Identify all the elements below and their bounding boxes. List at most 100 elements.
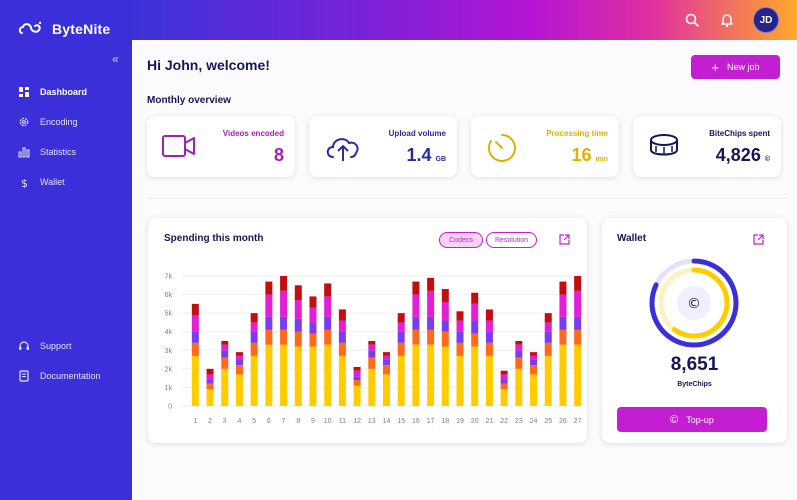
bar-segment[interactable] (191, 355, 199, 406)
bar-segment[interactable] (471, 303, 479, 321)
bar-segment[interactable] (221, 344, 229, 351)
bar-segment[interactable] (235, 359, 243, 366)
bar-segment[interactable] (397, 331, 405, 343)
bar-segment[interactable] (324, 344, 332, 406)
bar-segment[interactable] (530, 352, 538, 356)
bar-segment[interactable] (427, 344, 435, 406)
bar-segment[interactable] (338, 331, 346, 343)
bar-segment[interactable] (206, 383, 214, 390)
bar-segment[interactable] (191, 303, 199, 315)
bar-segment[interactable] (294, 300, 302, 319)
bar-segment[interactable] (397, 342, 405, 356)
bar-segment[interactable] (574, 290, 582, 317)
bar-segment[interactable] (265, 316, 273, 330)
bar-segment[interactable] (544, 342, 552, 356)
bar-segment[interactable] (471, 320, 479, 334)
bar-segment[interactable] (383, 359, 390, 366)
bar-segment[interactable] (412, 281, 420, 295)
bar-segment[interactable] (206, 380, 214, 384)
bar-segment[interactable] (530, 355, 538, 360)
bar-segment[interactable] (500, 370, 508, 375)
bar-segment[interactable] (206, 374, 214, 380)
sidebar-item-documentation[interactable]: Documentation (18, 370, 101, 382)
bar-segment[interactable] (235, 365, 243, 375)
bar-segment[interactable] (485, 342, 493, 356)
bar-segment[interactable] (530, 359, 538, 366)
bar-segment[interactable] (206, 368, 214, 375)
bar-segment[interactable] (353, 367, 361, 371)
bar-segment[interactable] (456, 342, 464, 356)
bar-segment[interactable] (530, 374, 538, 406)
bar-segment[interactable] (383, 352, 390, 356)
bar-segment[interactable] (485, 331, 493, 343)
bar-segment[interactable] (324, 283, 332, 297)
bar-segment[interactable] (500, 383, 508, 390)
bar-segment[interactable] (338, 320, 346, 332)
bar-segment[interactable] (383, 374, 390, 406)
bar-segment[interactable] (383, 355, 390, 360)
bar-segment[interactable] (397, 355, 405, 406)
bar-segment[interactable] (265, 281, 273, 295)
bar-segment[interactable] (265, 294, 273, 317)
bar-segment[interactable] (221, 368, 229, 406)
bar-segment[interactable] (485, 355, 493, 406)
bar-segment[interactable] (544, 322, 552, 332)
bar-segment[interactable] (574, 344, 582, 406)
bar-segment[interactable] (441, 320, 449, 332)
bar-segment[interactable] (309, 296, 317, 308)
collapse-sidebar-icon[interactable]: « (112, 52, 119, 66)
bar-segment[interactable] (280, 329, 288, 345)
bar-segment[interactable] (471, 333, 479, 347)
bar-segment[interactable] (294, 346, 302, 406)
bar-segment[interactable] (456, 320, 464, 332)
sidebar-item-dashboard[interactable]: Dashboard (18, 86, 87, 98)
bar-segment[interactable] (191, 331, 199, 343)
bar-segment[interactable] (412, 344, 420, 406)
bar-segment[interactable] (397, 322, 405, 332)
bar-segment[interactable] (544, 313, 552, 323)
bar-segment[interactable] (441, 289, 449, 302)
sidebar-item-support[interactable]: Support (18, 340, 72, 352)
bar-segment[interactable] (515, 341, 523, 345)
bar-segment[interactable] (191, 315, 199, 332)
bar-segment[interactable] (456, 355, 464, 406)
sidebar-item-statistics[interactable]: Statistics (18, 146, 76, 158)
bar-segment[interactable] (471, 292, 479, 304)
new-job-button[interactable]: + New job (691, 55, 780, 79)
bar-segment[interactable] (574, 329, 582, 345)
bar-segment[interactable] (368, 350, 376, 358)
bar-segment[interactable] (500, 380, 508, 384)
bar-segment[interactable] (309, 333, 317, 347)
bar-segment[interactable] (309, 346, 317, 406)
bar-segment[interactable] (235, 352, 243, 356)
bar-segment[interactable] (500, 389, 508, 406)
bar-segment[interactable] (530, 365, 538, 375)
bar-segment[interactable] (485, 309, 493, 321)
bar-segment[interactable] (338, 342, 346, 356)
chip-resolution[interactable]: Resolution (486, 232, 537, 248)
bar-segment[interactable] (265, 344, 273, 406)
bar-segment[interactable] (441, 331, 449, 347)
topup-button[interactable]: © Top-up (617, 407, 767, 432)
bar-segment[interactable] (265, 329, 273, 345)
bar-segment[interactable] (412, 294, 420, 317)
bar-segment[interactable] (544, 331, 552, 343)
bar-segment[interactable] (235, 355, 243, 360)
bar-segment[interactable] (485, 320, 493, 332)
bar-segment[interactable] (191, 342, 199, 356)
bar-segment[interactable] (280, 316, 288, 330)
bar-segment[interactable] (221, 350, 229, 358)
bar-segment[interactable] (221, 357, 229, 369)
bar-segment[interactable] (427, 290, 435, 317)
bar-segment[interactable] (441, 302, 449, 321)
bar-segment[interactable] (412, 329, 420, 345)
bell-icon[interactable] (719, 12, 735, 28)
external-link-icon[interactable] (559, 234, 570, 245)
bar-segment[interactable] (515, 368, 523, 406)
bar-segment[interactable] (441, 346, 449, 406)
bar-segment[interactable] (250, 331, 258, 343)
sidebar-item-encoding[interactable]: Encoding (18, 116, 78, 128)
bar-segment[interactable] (280, 344, 288, 406)
bar-segment[interactable] (427, 316, 435, 330)
chip-codecs[interactable]: Codecs (439, 232, 483, 248)
